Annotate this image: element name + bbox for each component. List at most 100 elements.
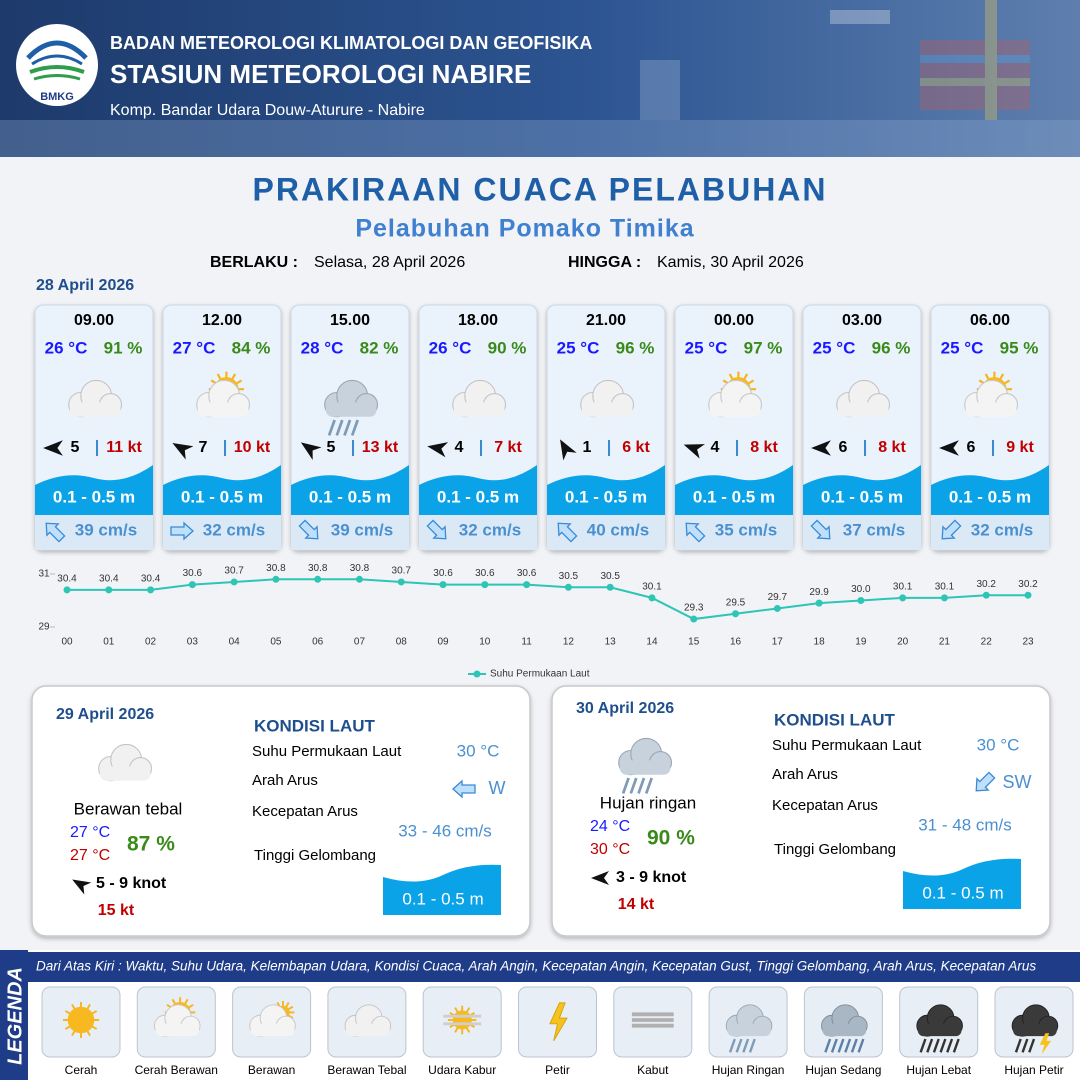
forecast-wind: 6: [967, 439, 976, 456]
forecast-current: 35 cm/s: [715, 520, 777, 539]
forecast-current: 32 cm/s: [203, 520, 265, 539]
x-tick-label: 17: [772, 637, 784, 648]
current-direction-label: Arah Arus: [252, 772, 318, 789]
daily-date: 29 April 2026: [56, 706, 154, 723]
x-tick-label: 10: [479, 637, 491, 648]
x-tick-label: 04: [229, 637, 241, 648]
forecast-current: 40 cm/s: [587, 520, 649, 539]
sst-value: 30 °C: [457, 741, 500, 760]
forecast-current: 39 cm/s: [331, 520, 393, 539]
weather-icon: [836, 379, 891, 418]
forecast-gust: 6 kt: [622, 439, 650, 456]
x-tick-label: 09: [437, 637, 449, 648]
forecast-time: 09.00: [74, 312, 114, 329]
forecast-humidity: 96 %: [872, 338, 911, 357]
sst-point: [564, 583, 572, 591]
sst-point: [147, 586, 155, 594]
cloud-part: [346, 1023, 390, 1037]
x-tick-label: 01: [103, 637, 115, 648]
sst-value-label: 30.8: [350, 563, 370, 574]
daily-weather: Berawan tebal: [74, 799, 183, 818]
legend-item: Hujan Petir: [1004, 1063, 1063, 1077]
sst-value-label: 30.8: [266, 563, 286, 574]
daily-humidity: 90 %: [647, 827, 695, 850]
daily-gust: 14 kt: [618, 896, 655, 913]
daily-temp-max: 30 °C: [590, 841, 630, 858]
sst-value-label: 29.3: [684, 603, 704, 614]
x-tick-label: 02: [145, 637, 157, 648]
wind-direction: [172, 443, 194, 460]
valid-to: Kamis, 30 April 2026: [657, 254, 804, 271]
cloud-part: [325, 402, 377, 417]
x-tick-label: 21: [939, 637, 951, 648]
daily-gust: 15 kt: [98, 902, 135, 919]
sst-value-label: 30.5: [600, 571, 620, 582]
weather-icon: [452, 379, 507, 418]
weather-icon: [443, 1005, 482, 1035]
wind-direction: [939, 440, 959, 456]
sun-disc: [452, 1010, 472, 1030]
legend-item: Berawan Tebal: [327, 1063, 406, 1077]
forecast-wave: 0.1 - 0.5 m: [693, 487, 775, 506]
rain-drop: [350, 419, 359, 436]
cloud-part: [822, 1023, 867, 1037]
weather-icon: [344, 1004, 392, 1037]
legend-tile: [613, 986, 693, 1058]
forecast-wave: 0.1 - 0.5 m: [437, 487, 519, 506]
forecast-time: 18.00: [458, 312, 498, 329]
weather-icon: [1011, 1004, 1059, 1055]
forecast-wave: 0.1 - 0.5 m: [309, 487, 391, 506]
weather-icon: [324, 379, 379, 436]
current-direction: [426, 519, 447, 540]
sst-point: [982, 591, 990, 599]
wave-area: [547, 465, 665, 515]
forecast-humidity: 97 %: [744, 338, 783, 357]
rain-drop: [335, 419, 344, 436]
station-name: STASIUN METEOROLOGI NABIRE: [110, 59, 531, 89]
x-tick-label: 05: [270, 637, 282, 648]
sst-point: [732, 610, 740, 618]
forecast-wind: 7: [199, 439, 208, 456]
forecast-gust: 8 kt: [750, 439, 778, 456]
sst-value-label: 30.6: [475, 568, 495, 579]
weather-icon: [62, 1001, 100, 1039]
x-tick-label: 08: [396, 637, 408, 648]
x-tick-label: 23: [1022, 637, 1034, 648]
weather-icon: [708, 371, 763, 418]
daily-humidity: 87 %: [127, 833, 175, 856]
rain-drop: [939, 1038, 947, 1053]
header-band: [0, 0, 1080, 157]
cloud-part: [99, 766, 151, 781]
forecast-wind: 1: [583, 439, 592, 456]
forecast-humidity: 82 %: [360, 338, 399, 357]
wind-direction: [72, 879, 92, 895]
sst-value-label: 30.6: [433, 568, 453, 579]
forecast-humidity: 90 %: [488, 338, 527, 357]
rain-drop: [926, 1038, 934, 1053]
weather-icon: [916, 1004, 963, 1053]
daily-wave: 0.1 - 0.5 m: [922, 883, 1003, 902]
sst-value-label: 30.4: [99, 574, 119, 585]
daily-wind: 5 - 9 knot: [96, 875, 167, 892]
sun-disc: [67, 1006, 95, 1034]
forecast-wave: 0.1 - 0.5 m: [53, 487, 135, 506]
forecast-temperature: 26 °C: [45, 338, 88, 357]
current-speed-value: 31 - 48 cm/s: [918, 815, 1012, 834]
current-direction: [45, 522, 66, 543]
wave-area: [675, 465, 793, 515]
legend-item: Kabut: [637, 1063, 669, 1077]
lightning: [1039, 1033, 1052, 1055]
rain-drop: [844, 1038, 852, 1053]
forecast-temperature: 25 °C: [813, 338, 856, 357]
forecast-temperature: 28 °C: [301, 338, 344, 357]
cloud-part: [917, 1023, 962, 1037]
sst-point: [690, 615, 698, 623]
wave-label: Tinggi Gelombang: [254, 847, 376, 864]
cloud-part: [619, 760, 671, 775]
current-direction: [685, 522, 706, 543]
station-address: Komp. Bandar Udara Douw-Aturure - Nabire: [110, 102, 425, 119]
wind-direction: [591, 871, 609, 885]
sst-point: [63, 586, 71, 594]
condition-title: KONDISI LAUT: [254, 716, 376, 735]
daily-weather: Hujan ringan: [600, 793, 696, 812]
